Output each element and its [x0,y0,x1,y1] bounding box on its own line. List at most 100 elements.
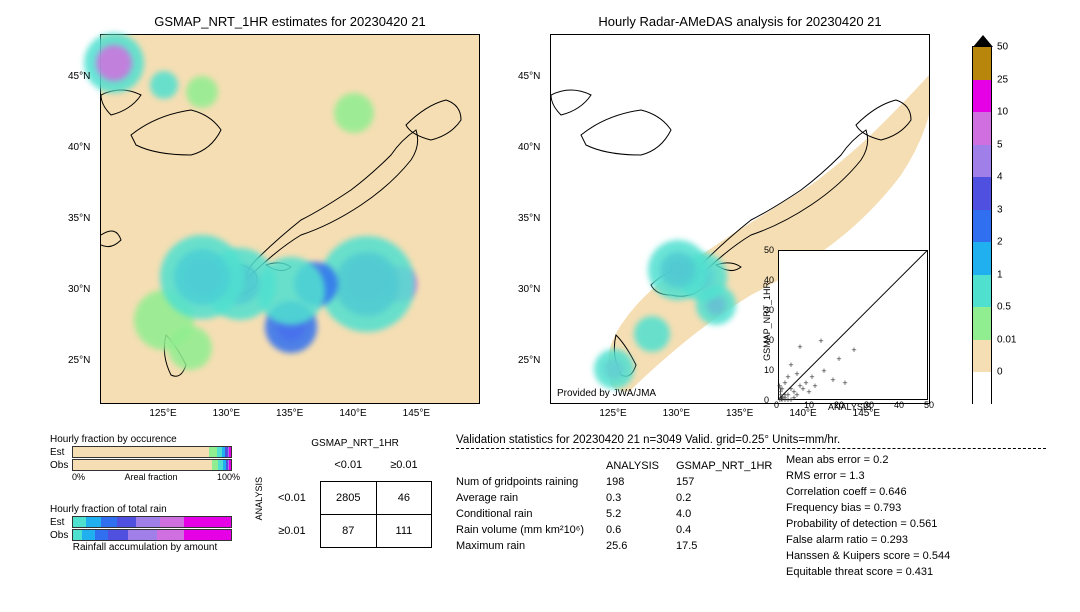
inset-ytick: 10 [764,365,774,375]
colorbar-segment [973,372,991,405]
bar-segment [160,517,184,527]
left-map-title: GSMAP_NRT_1HR estimates for 20230420 21 [100,14,480,29]
bar-label: Obs [50,530,72,541]
colorbar-tick: 50 [997,42,1008,53]
provided-by: Provided by JWA/JMA [557,388,656,399]
bar [72,529,232,541]
bar [72,446,232,458]
scatter-point: + [821,366,826,376]
cont-col-header: GSMAP_NRT_1HR [278,438,432,449]
score-row: Mean abs error = 0.2 [786,452,950,468]
stats-row: Num of gridpoints raining198157 [456,474,786,490]
inset-xtick: 0 [774,400,779,410]
stats-lbl: Average rain [456,492,606,504]
bar-segment [73,447,209,457]
stats-lbl: Maximum rain [456,540,606,552]
colorbar-segment [973,340,991,373]
scatter-point: + [818,336,823,346]
score-val: 0.646 [879,486,907,498]
lat-tick: 30°N [518,284,540,295]
inset-ytick: 50 [764,245,774,255]
cont-row-header: ANALYSIS [254,477,264,520]
lat-tick: 25°N [518,355,540,366]
lon-tick: 125°E [599,408,626,419]
lon-tick: 135°E [276,408,303,419]
occ-axis-l: 0% [72,472,85,482]
lat-tick: 45°N [518,71,540,82]
inset-ylabel: GSMAP_NRT_1HR [762,282,772,361]
score-lbl: Probability of detection = [786,518,907,530]
cont-col: <0.01 [320,449,376,482]
stats-val-b: 0.4 [676,524,746,536]
lon-tick: 135°E [726,408,753,419]
lat-tick: 30°N [68,284,90,295]
bar-segment [82,530,95,540]
scatter-point: + [842,378,847,388]
bar-segment [157,530,184,540]
precip-blob [160,235,244,319]
bar-segment [117,517,136,527]
score-lbl: Frequency bias = [786,502,871,514]
score-val: 0.431 [906,566,934,578]
rain-title: Hourly fraction of total rain [50,504,240,515]
colorbar-tick: 0 [997,367,1003,378]
stats-col-hdr2: GSMAP_NRT_1HR [676,460,786,472]
stats-val-b: 157 [676,476,746,488]
score-lbl: False alarm ratio = [786,534,877,546]
inset-xtick: 10 [804,400,814,410]
lat-tick: 35°N [518,213,540,224]
colorbar-tick: 4 [997,172,1003,183]
precip-blob [648,240,708,300]
scatter-point: + [830,375,835,385]
score-row: False alarm ratio = 0.293 [786,532,950,548]
inset-xtick: 40 [894,400,904,410]
bar-segment [73,530,82,540]
colorbar-tick: 0.01 [997,334,1016,345]
contingency-table: <0.01≥0.01<0.01280546≥0.0187111 [264,449,432,548]
score-val: 0.293 [880,534,908,546]
inset-ytick: 40 [764,275,774,285]
colorbar-tick: 1 [997,269,1003,280]
inset-xtick: 50 [924,400,934,410]
stats-lbl: Num of gridpoints raining [456,476,606,488]
rain-caption: Rainfall accumulation by amount [50,542,240,553]
bar-segment [73,460,212,470]
scatter-point: + [806,387,811,397]
scatter-point: + [836,354,841,364]
lon-tick: 140°E [339,408,366,419]
score-lbl: Equitable threat score = [786,566,903,578]
lon-tick: 125°E [149,408,176,419]
lat-tick: 45°N [68,71,90,82]
bar-segment [184,530,231,540]
bar-label: Est [50,447,72,458]
lon-tick: 130°E [663,408,690,419]
cont-col: ≥0.01 [376,449,431,482]
colorbar-tick: 0.5 [997,302,1011,313]
stats-val-b: 0.2 [676,492,746,504]
stats-val-b: 17.5 [676,540,746,552]
bar-segment [101,517,117,527]
bar-segment [184,517,231,527]
colorbar-tick: 10 [997,107,1008,118]
precip-blob [150,71,178,99]
score-row: Probability of detection = 0.561 [786,516,950,532]
stats-row: Rain volume (mm km²10⁶)0.60.4 [456,522,786,538]
colorbar-segment [973,47,991,80]
stats-col-hdr1: ANALYSIS [606,460,676,472]
colorbar-segment [973,275,991,308]
scatter-point: + [788,395,793,405]
stats-lbl: Conditional rain [456,508,606,520]
right-map-title: Hourly Radar-AMeDAS analysis for 2023042… [550,14,930,29]
score-val: 0.2 [873,454,888,466]
cont-cell: 2805 [320,482,376,515]
stats-row: Conditional rain5.24.0 [456,506,786,522]
lat-tick: 40°N [68,142,90,153]
colorbar-tick: 2 [997,237,1003,248]
colorbar-segment [973,177,991,210]
scatter-point: + [851,345,856,355]
score-lbl: RMS error = [786,470,846,482]
colorbar-segment [973,112,991,145]
lat-tick: 25°N [68,355,90,366]
bar-segment [128,530,156,540]
colorbar-tick: 3 [997,204,1003,215]
